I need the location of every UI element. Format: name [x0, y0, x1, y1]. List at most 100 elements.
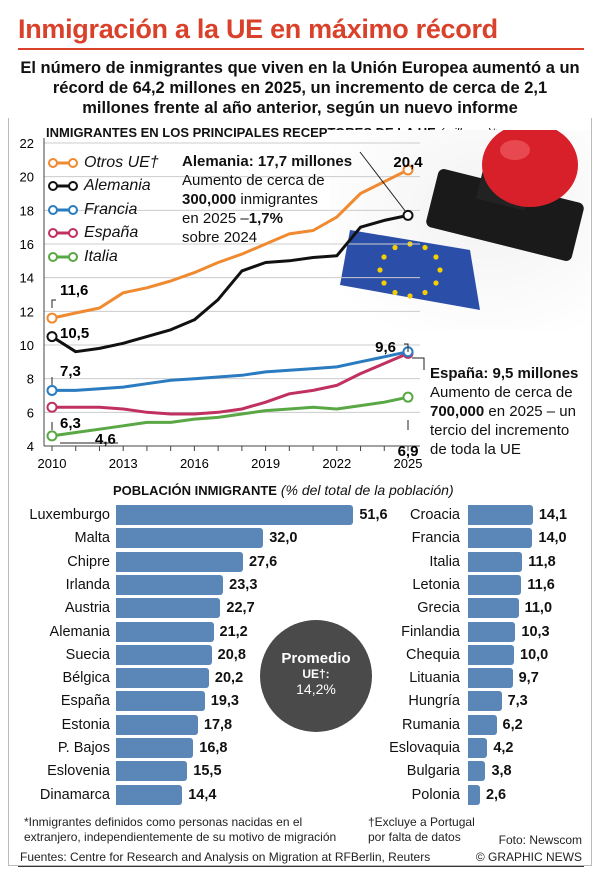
- endpoint-marker-italia: [46, 430, 58, 442]
- bar-value-label: 17,8: [203, 716, 233, 733]
- annotation-bold: 700,000: [430, 403, 485, 420]
- footnote-line: por falta de datos: [368, 830, 461, 844]
- bar-category-label: Polonia: [411, 786, 460, 803]
- legend-swatch: [48, 204, 78, 215]
- eu-star: [437, 267, 443, 273]
- bar-value-label: 9,7: [518, 670, 539, 687]
- copyright: © GRAPHIC NEWS: [475, 850, 582, 864]
- bar-category-label: Alemania: [49, 623, 110, 640]
- footnote-line: †Excluye a Portugal: [368, 815, 475, 829]
- legend-label: España: [84, 224, 139, 242]
- x-tick-label: 2013: [109, 456, 138, 471]
- series-line-espana: [52, 352, 409, 416]
- bar-category-label: Letonia: [412, 576, 460, 593]
- photo-credit: Foto: Newscom: [498, 833, 582, 847]
- page-title: Inmigración a la UE en máximo récord: [18, 14, 498, 44]
- bar-category-label: Eslovenia: [47, 763, 110, 780]
- bar: [468, 551, 523, 572]
- leader-line: [404, 343, 409, 352]
- bar-value-label: 51,6: [359, 507, 388, 523]
- bar-value-label: 11,0: [524, 600, 553, 617]
- series-line-italia: [51, 395, 409, 438]
- bar: [468, 668, 513, 689]
- y-tick-label: 16: [20, 237, 34, 252]
- bar: [116, 761, 188, 782]
- bar: [468, 505, 533, 525]
- bar-category-label: Finlandia: [401, 623, 460, 640]
- bar-category-label: Suecia: [65, 646, 110, 663]
- espana-annotation: España: 9,5 millones Aumento de cerca de…: [430, 364, 579, 459]
- bar: [116, 784, 183, 805]
- bar: [468, 574, 522, 595]
- x-tick-label: 2025: [394, 456, 423, 471]
- average-value: 14,2%: [296, 681, 336, 697]
- bar: [468, 621, 516, 642]
- footnote-line: *Inmigrantes definidos como personas nac…: [24, 815, 303, 829]
- legend-swatch: [48, 181, 78, 192]
- bar-value-label: 2,6: [485, 786, 507, 803]
- annotation-head: España: 9,5 millones: [430, 365, 579, 382]
- bar-value-label: 14,0: [538, 530, 567, 547]
- bar-category-label: Italia: [429, 553, 460, 570]
- bar-category-label: Lituania: [409, 670, 460, 687]
- bar-category-label: Croacia: [410, 507, 460, 523]
- annotation-line: inmigrantes: [236, 191, 318, 208]
- annotation-line: Aumento de cerca de: [430, 384, 573, 401]
- bar-chart-unit: (% del total de la población): [280, 482, 454, 498]
- legend-item-espana: España: [48, 222, 159, 246]
- eu-star: [422, 244, 428, 251]
- legend-swatch: [48, 228, 78, 239]
- bar-category-label: Bulgaria: [406, 763, 460, 780]
- annotation-line: en 2025 –: [182, 210, 249, 227]
- annotation-line: sobre 2024: [182, 229, 258, 246]
- legend-label: Otros UE†: [84, 153, 159, 171]
- eu-stars: /* stars drawn below */: [377, 241, 443, 299]
- bar-value-label: 7,3: [507, 693, 528, 710]
- data-label: 11,6: [60, 282, 88, 299]
- bar: [468, 761, 486, 782]
- sources: Fuentes: Centre for Research and Analysi…: [20, 850, 431, 864]
- legend-swatch: [48, 157, 78, 168]
- endpoint-marker-otros: [402, 164, 414, 176]
- legend-swatch: [48, 251, 78, 262]
- bar: [116, 644, 212, 665]
- annotation-line: en 2025 – un: [484, 403, 576, 420]
- y-tick-label: 18: [20, 203, 34, 218]
- bar-value-label: 23,3: [229, 576, 258, 593]
- x-tick-label: 2016: [180, 456, 209, 471]
- bar-value-label: 20,8: [217, 646, 246, 663]
- bar-category-label: Luxemburgo: [29, 507, 110, 523]
- legend-label: Francia: [84, 200, 138, 218]
- leader-line: [359, 151, 407, 213]
- data-label: 20,4: [393, 154, 423, 171]
- bar-value-label: 11,6: [527, 576, 555, 593]
- bar-value-label: 10,0: [520, 646, 549, 663]
- bar: [116, 738, 194, 758]
- bar-value-label: 19,3: [210, 693, 239, 710]
- eu-flag: [340, 230, 480, 310]
- endpoint-marker-espana: [46, 401, 58, 413]
- legend-item-alemania: Alemania: [48, 175, 159, 199]
- eu-star: [433, 280, 439, 286]
- chart-frame: [8, 118, 592, 866]
- bar-chart-title-text: Población Inmigrante: [113, 483, 277, 498]
- annotation-line: de toda la UE: [430, 441, 521, 458]
- bar-category-label: Malta: [74, 530, 110, 547]
- stamp-base: [426, 169, 584, 261]
- eu-star: [381, 280, 387, 286]
- bar-category-label: Francia: [411, 530, 460, 547]
- bar-value-label: 6,2: [502, 716, 523, 733]
- bar: [468, 691, 502, 712]
- bar: [116, 551, 243, 572]
- legend-item-italia: Italia: [48, 245, 159, 269]
- alemania-annotation: Alemania: 17,7 millones Aumento de cerca…: [182, 152, 352, 247]
- bar-category-label: Chequia: [405, 646, 460, 663]
- series-line-otros: [51, 168, 409, 320]
- bar: [116, 598, 221, 619]
- y-tick-label: 20: [20, 170, 34, 185]
- bar-value-label: 27,6: [248, 553, 278, 570]
- series-line-alemania: [51, 213, 409, 354]
- legend-item-otros: Otros UE†: [48, 151, 159, 175]
- y-tick-label: 8: [27, 372, 34, 387]
